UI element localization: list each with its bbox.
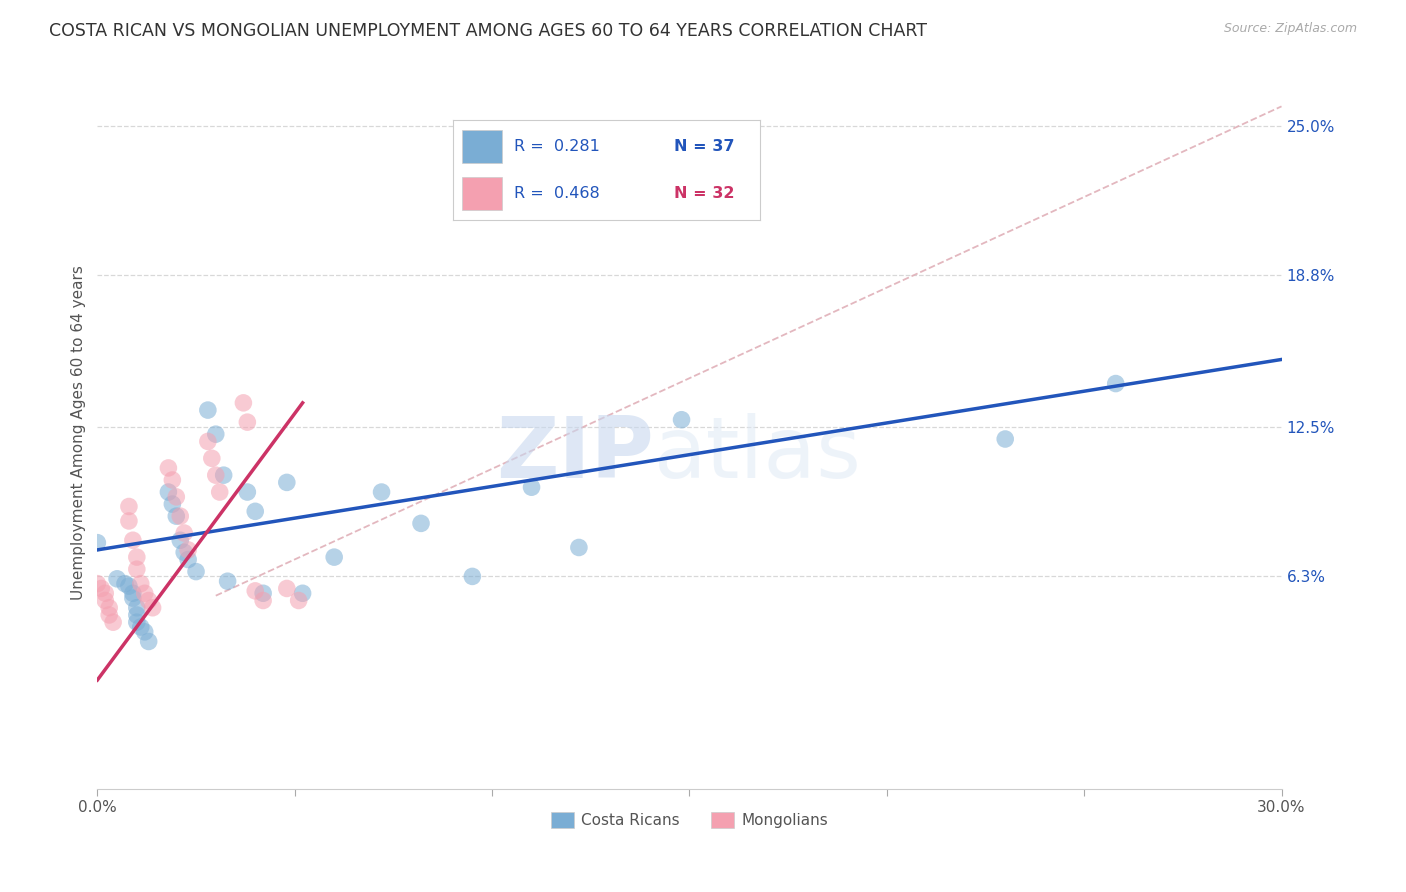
Point [217, 574, 239, 589]
Point [118, 579, 141, 593]
Point [162, 473, 184, 487]
Point [204, 468, 226, 483]
Text: ZIP: ZIP [496, 413, 654, 496]
Point [245, 504, 267, 518]
Text: COSTA RICAN VS MONGOLIAN UNEMPLOYMENT AMONG AGES 60 TO 64 YEARS CORRELATION CHAR: COSTA RICAN VS MONGOLIAN UNEMPLOYMENT AM… [49, 22, 927, 40]
Point [125, 615, 148, 630]
Point [101, 615, 124, 630]
Point [994, 432, 1017, 446]
Point [276, 475, 298, 490]
Text: Source: ZipAtlas.com: Source: ZipAtlas.com [1223, 22, 1357, 36]
Point [173, 526, 195, 541]
Point [118, 500, 141, 514]
Point [142, 600, 165, 615]
Y-axis label: Unemployment Among Ages 60 to 64 years: Unemployment Among Ages 60 to 64 years [72, 266, 86, 600]
Point [157, 461, 180, 475]
Point [212, 468, 235, 483]
Point [370, 485, 392, 500]
Point [287, 593, 309, 607]
Point [98, 600, 121, 615]
Point [323, 550, 346, 565]
Point [134, 624, 156, 639]
Point [165, 490, 187, 504]
Point [165, 509, 187, 524]
Point [671, 413, 693, 427]
Point [125, 607, 148, 622]
Point [252, 586, 274, 600]
Point [138, 593, 160, 607]
Point [568, 541, 591, 555]
Point [197, 434, 219, 449]
Point [94, 593, 117, 607]
Point [105, 572, 128, 586]
Point [134, 586, 156, 600]
Point [184, 565, 207, 579]
Point [173, 545, 195, 559]
Point [122, 586, 145, 600]
Point [94, 586, 117, 600]
Point [157, 485, 180, 500]
Point [520, 480, 543, 494]
Point [90, 582, 112, 596]
Point [114, 576, 136, 591]
Point [98, 607, 121, 622]
Point [236, 485, 259, 500]
Point [129, 576, 152, 591]
Point [122, 533, 145, 548]
Point [409, 516, 432, 531]
Point [86, 576, 108, 591]
Legend: Costa Ricans, Mongolians: Costa Ricans, Mongolians [544, 806, 834, 834]
Point [177, 552, 200, 566]
Point [236, 415, 259, 429]
Point [169, 533, 191, 548]
Point [204, 427, 226, 442]
Point [162, 497, 184, 511]
Point [201, 451, 224, 466]
Point [1105, 376, 1128, 391]
Text: atlas: atlas [654, 413, 862, 496]
Point [197, 403, 219, 417]
Point [129, 620, 152, 634]
Point [125, 600, 148, 615]
Point [177, 542, 200, 557]
Point [138, 634, 160, 648]
Point [86, 535, 108, 549]
Point [122, 591, 145, 606]
Point [252, 593, 274, 607]
Point [118, 514, 141, 528]
Point [276, 582, 298, 596]
Point [461, 569, 484, 583]
Point [232, 396, 254, 410]
Point [245, 583, 267, 598]
Point [125, 550, 148, 565]
Point [125, 562, 148, 576]
Point [169, 509, 191, 524]
Point [208, 485, 231, 500]
Point [291, 586, 314, 600]
